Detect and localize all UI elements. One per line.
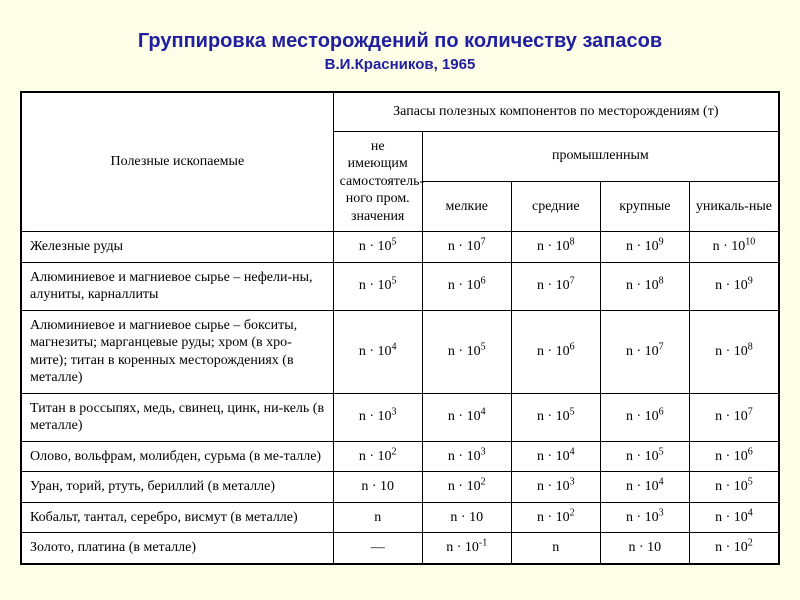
row-value: n · 103 xyxy=(333,393,422,441)
row-value: n xyxy=(333,502,422,533)
row-value: n · 104 xyxy=(511,441,600,472)
table-row: Золото, платина (в металле)—n · 10-1nn ·… xyxy=(22,533,779,564)
row-value: — xyxy=(333,533,422,564)
row-name: Олово, вольфрам, молибден, сурьма (в ме-… xyxy=(22,441,334,472)
col-header-industrial: промышленным xyxy=(422,131,778,181)
row-value: n · 104 xyxy=(689,502,778,533)
row-value: n · 104 xyxy=(333,310,422,393)
row-value: n · 103 xyxy=(600,502,689,533)
table-row: Титан в россыпях, медь, свинец, цинк, ни… xyxy=(22,393,779,441)
table-row: Алюминиевое и магниевое сырье – нефели-н… xyxy=(22,262,779,310)
row-value: n · 105 xyxy=(511,393,600,441)
row-value: n · 107 xyxy=(422,232,511,263)
row-name: Железные руды xyxy=(22,232,334,263)
table-head: Полезные ископаемые Запасы полезных комп… xyxy=(22,93,779,232)
row-value: n · 108 xyxy=(511,232,600,263)
row-value: n · 108 xyxy=(600,262,689,310)
col-header-medium: средние xyxy=(511,181,600,231)
row-value: n · 107 xyxy=(600,310,689,393)
row-value: n · 104 xyxy=(600,472,689,503)
row-value: n · 105 xyxy=(689,472,778,503)
col-header-minerals: Полезные ископаемые xyxy=(22,93,334,232)
row-value: n · 105 xyxy=(333,262,422,310)
title-block: Группировка месторождений по количеству … xyxy=(20,28,780,73)
table-row: Кобальт, тантал, серебро, висмут (в мета… xyxy=(22,502,779,533)
table-row: Олово, вольфрам, молибден, сурьма (в ме-… xyxy=(22,441,779,472)
row-value: n · 108 xyxy=(689,310,778,393)
row-value: n · 109 xyxy=(689,262,778,310)
row-value: n · 105 xyxy=(333,232,422,263)
row-name: Титан в россыпях, медь, свинец, цинк, ни… xyxy=(22,393,334,441)
row-name: Алюминиевое и магниевое сырье – бокситы,… xyxy=(22,310,334,393)
table-body: Железные рудыn · 105n · 107n · 108n · 10… xyxy=(22,232,779,564)
row-value: n · 106 xyxy=(689,441,778,472)
row-value: n · 103 xyxy=(511,472,600,503)
row-value: n · 10 xyxy=(422,502,511,533)
col-header-unique: уникаль-ные xyxy=(689,181,778,231)
col-header-large: крупные xyxy=(600,181,689,231)
slide: Группировка месторождений по количеству … xyxy=(0,0,800,600)
row-value: n · 102 xyxy=(689,533,778,564)
table-row: Уран, торий, ртуть, бериллий (в металле)… xyxy=(22,472,779,503)
row-value: n · 106 xyxy=(422,262,511,310)
col-header-small: мелкие xyxy=(422,181,511,231)
col-header-reserves: Запасы полезных компонентов по месторожд… xyxy=(333,93,778,132)
table-row: Железные рудыn · 105n · 107n · 108n · 10… xyxy=(22,232,779,263)
row-value: n · 102 xyxy=(333,441,422,472)
row-value: n · 106 xyxy=(511,310,600,393)
row-name: Алюминиевое и магниевое сырье – нефели-н… xyxy=(22,262,334,310)
row-name: Уран, торий, ртуть, бериллий (в металле) xyxy=(22,472,334,503)
table-wrap: Полезные ископаемые Запасы полезных комп… xyxy=(20,91,780,565)
row-name: Кобальт, тантал, серебро, висмут (в мета… xyxy=(22,502,334,533)
reserves-table: Полезные ископаемые Запасы полезных комп… xyxy=(21,92,779,564)
row-value: n xyxy=(511,533,600,564)
row-value: n · 102 xyxy=(422,472,511,503)
col-header-nonindustrial: не имеющим самостоятель-ного пром. значе… xyxy=(333,131,422,232)
row-value: n · 109 xyxy=(600,232,689,263)
row-value: n · 105 xyxy=(422,310,511,393)
row-value: n · 107 xyxy=(511,262,600,310)
row-value: n · 10 xyxy=(600,533,689,564)
row-value: n · 10-1 xyxy=(422,533,511,564)
row-value: n · 103 xyxy=(422,441,511,472)
title-main: Группировка месторождений по количеству … xyxy=(20,28,780,54)
row-value: n · 102 xyxy=(511,502,600,533)
row-value: n · 107 xyxy=(689,393,778,441)
row-value: n · 105 xyxy=(600,441,689,472)
row-value: n · 104 xyxy=(422,393,511,441)
table-row: Алюминиевое и магниевое сырье – бокситы,… xyxy=(22,310,779,393)
row-value: n · 10 xyxy=(333,472,422,503)
title-sub: В.И.Красников, 1965 xyxy=(20,56,780,73)
row-value: n · 1010 xyxy=(689,232,778,263)
row-name: Золото, платина (в металле) xyxy=(22,533,334,564)
row-value: n · 106 xyxy=(600,393,689,441)
